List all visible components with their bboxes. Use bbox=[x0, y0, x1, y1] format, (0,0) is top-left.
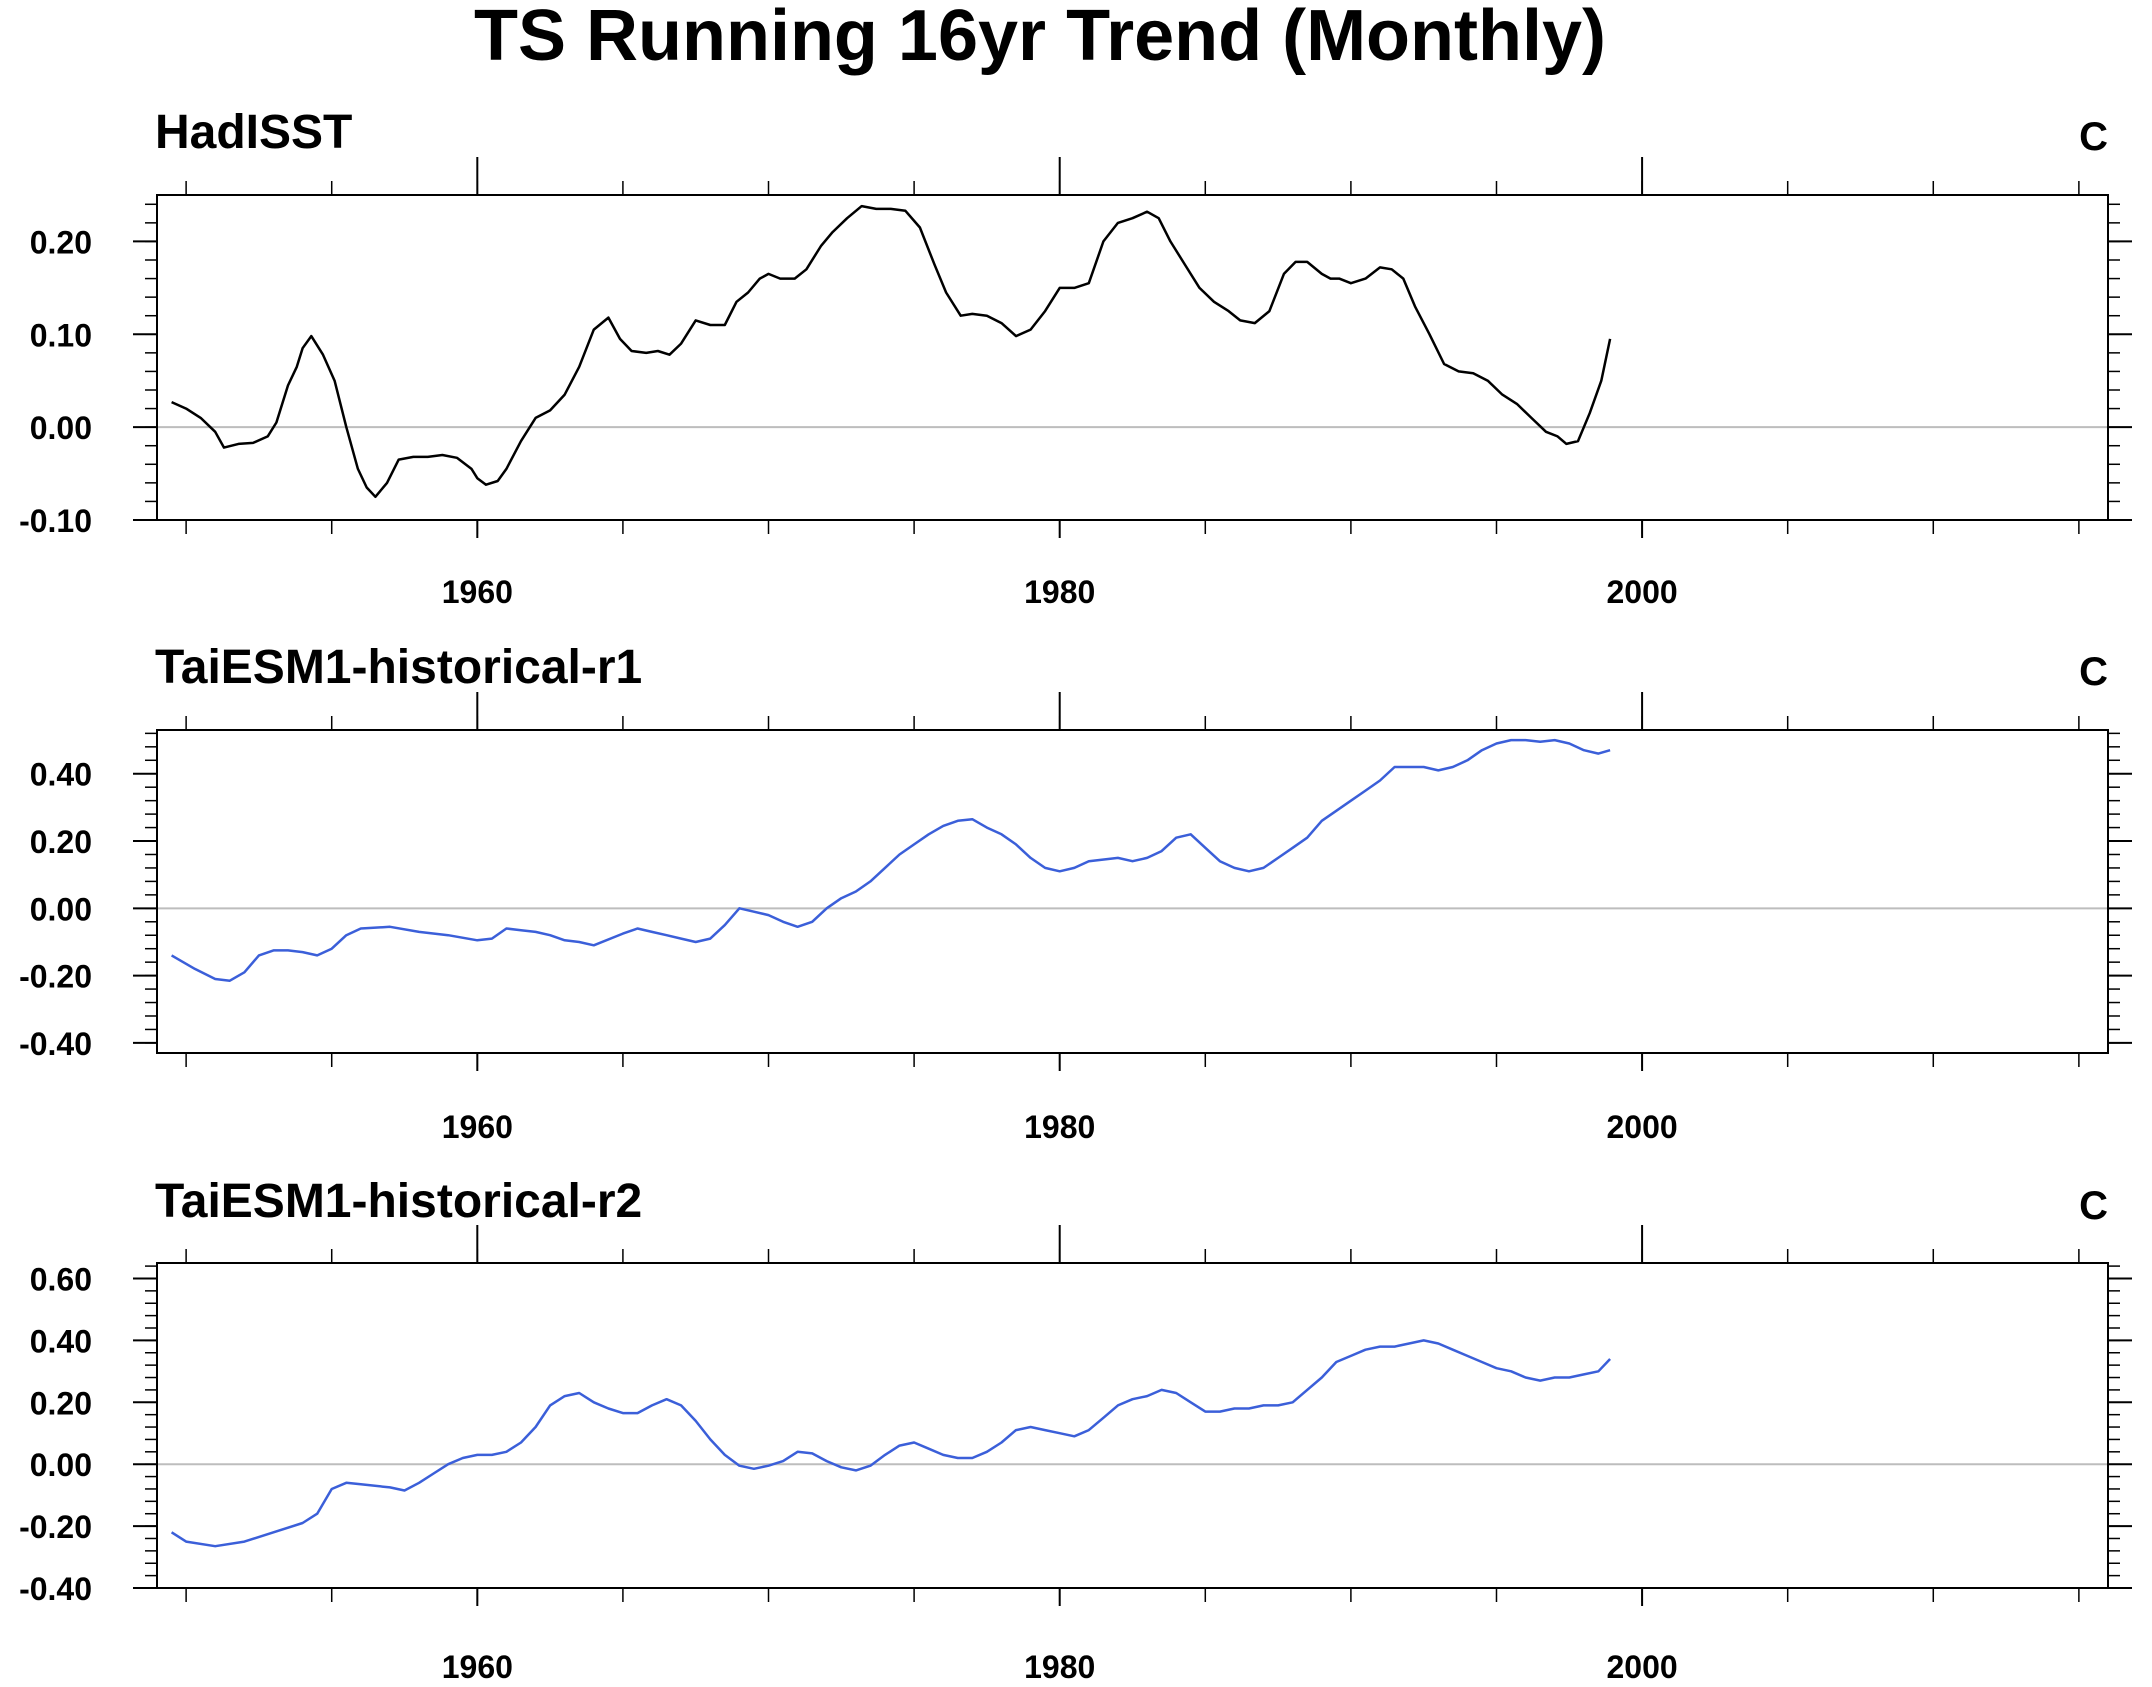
y-tick-label: 0.20 bbox=[30, 1385, 92, 1421]
x-tick-label: 1980 bbox=[1024, 574, 1095, 610]
panel-1: HadISST C -0.10 0.00 0.10 0.20 1960 1980 2000 bbox=[19, 106, 2132, 610]
y-tick-label: -0.40 bbox=[19, 1026, 92, 1062]
panel-2: TaiESM1-historical-r1 C -0.40 -0.20 0.00 0.20… bbox=[19, 641, 2132, 1145]
plot-frame bbox=[156, 1262, 2109, 1589]
x-tick-label: 1960 bbox=[442, 574, 513, 610]
plot-frame bbox=[156, 194, 2109, 521]
y-tick-label: 0.00 bbox=[30, 410, 92, 446]
x-tick-label: 1980 bbox=[1024, 1109, 1095, 1145]
y-tick-label: -0.20 bbox=[19, 959, 92, 995]
panel-title: TaiESM1-historical-r1 bbox=[155, 641, 642, 694]
y-tick-label: -0.40 bbox=[19, 1571, 92, 1607]
series-line bbox=[170, 1339, 1612, 1548]
plot-frame bbox=[156, 729, 2109, 1054]
units-label: C bbox=[2079, 115, 2108, 159]
x-tick-label: 2000 bbox=[1606, 574, 1677, 610]
y-tick-label: -0.20 bbox=[19, 1509, 92, 1545]
series-line bbox=[171, 204, 1612, 499]
y-tick-label: 0.40 bbox=[30, 1323, 92, 1359]
x-tick-label: 1960 bbox=[442, 1649, 513, 1685]
units-label: C bbox=[2079, 1184, 2108, 1228]
figure-title: TS Running 16yr Trend (Monthly) bbox=[474, 0, 1606, 76]
y-tick-label: 0.20 bbox=[30, 824, 92, 860]
x-tick-label: 1980 bbox=[1024, 1649, 1095, 1685]
y-tick-label: 0.00 bbox=[30, 1447, 92, 1483]
x-tick-label: 1960 bbox=[442, 1109, 513, 1145]
y-tick-label: -0.10 bbox=[19, 503, 92, 539]
y-tick-label: 0.40 bbox=[30, 757, 92, 793]
x-tick-label: 2000 bbox=[1606, 1649, 1677, 1685]
series-line bbox=[170, 738, 1611, 982]
y-tick-label: 0.20 bbox=[30, 224, 92, 260]
panel-title: HadISST bbox=[155, 106, 352, 159]
units-label: C bbox=[2079, 650, 2108, 694]
y-tick-label: 0.10 bbox=[30, 317, 92, 353]
y-tick-label: 0.60 bbox=[30, 1261, 92, 1297]
x-tick-label: 2000 bbox=[1606, 1109, 1677, 1145]
panel-3: TaiESM1-historical-r2 C -0.40 -0.20 0.00 0.20… bbox=[19, 1175, 2132, 1685]
panel-title: TaiESM1-historical-r2 bbox=[155, 1175, 642, 1228]
y-tick-label: 0.00 bbox=[30, 891, 92, 927]
